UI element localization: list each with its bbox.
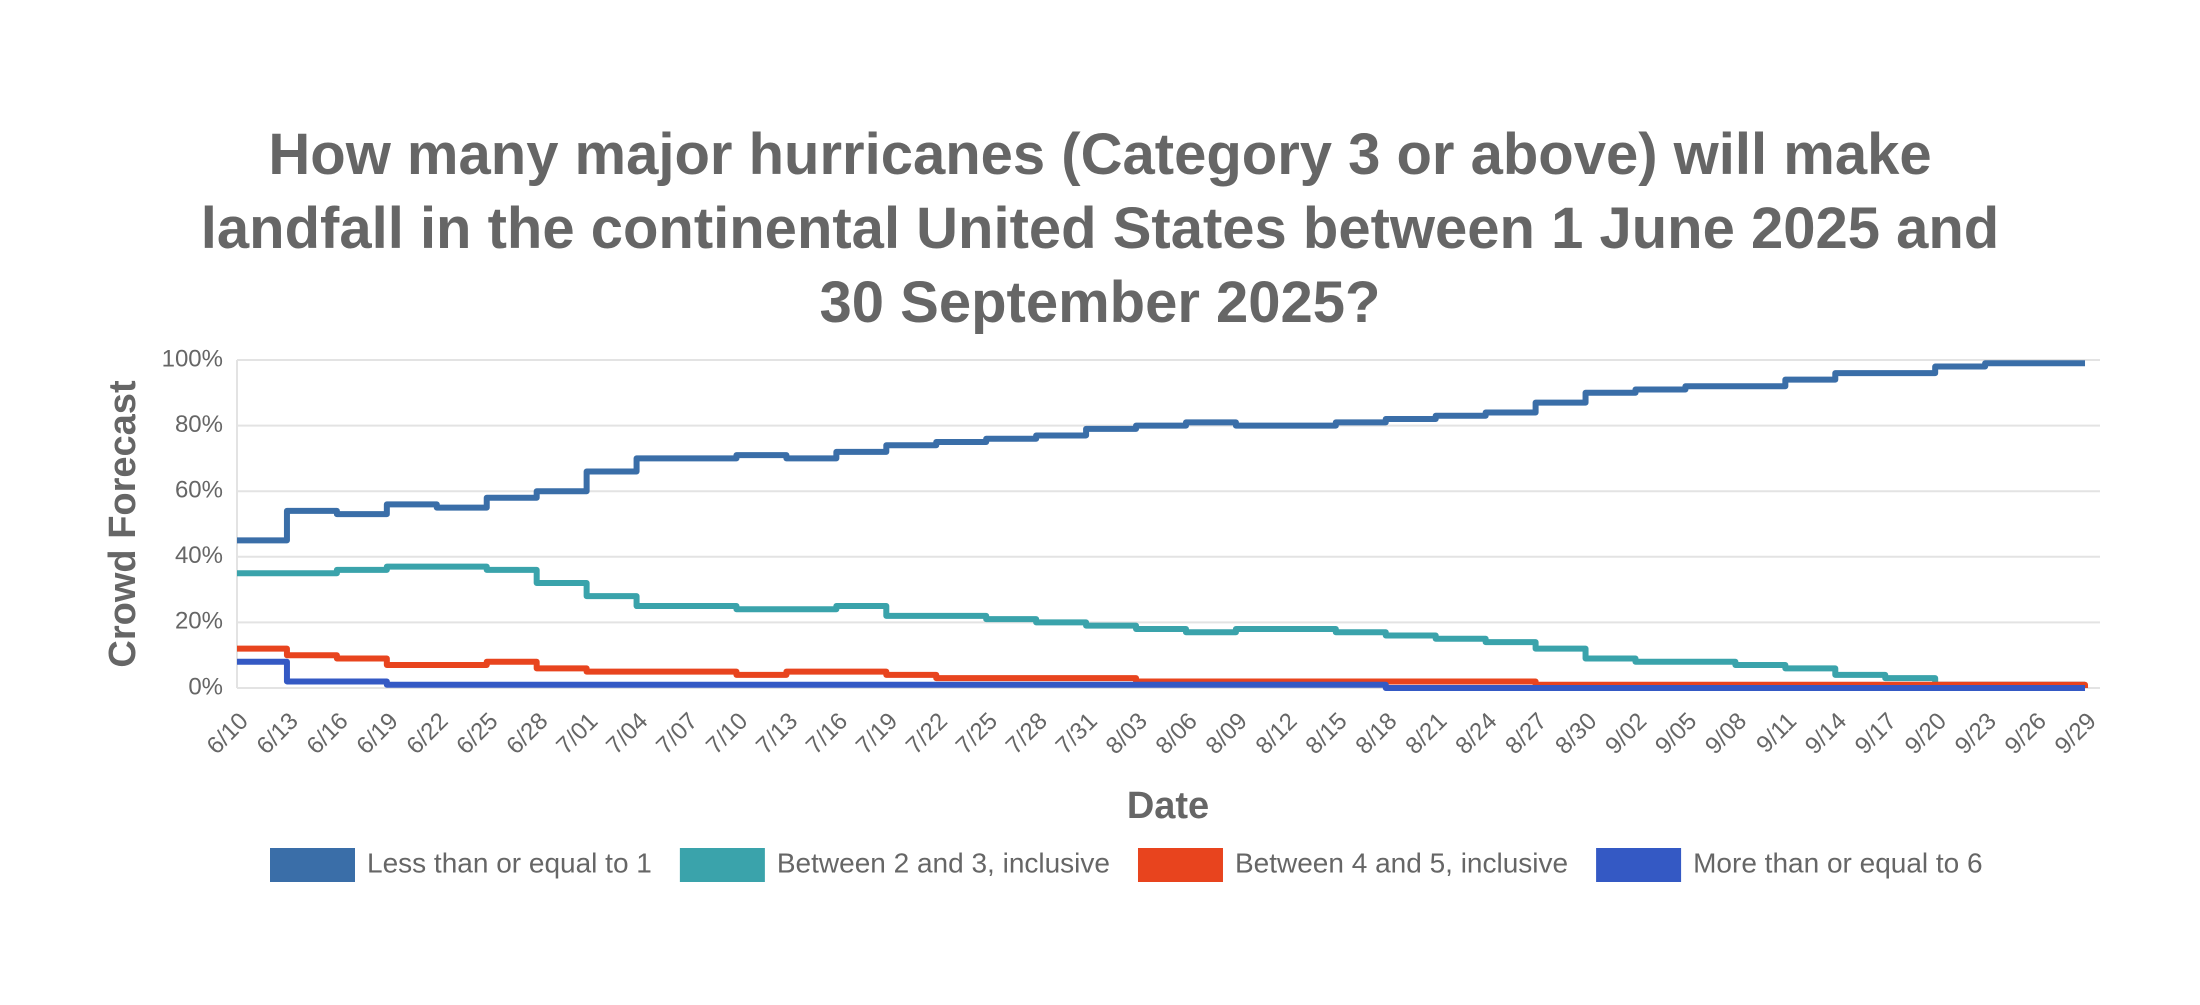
legend-label[interactable]: Less than or equal to 1 xyxy=(367,847,652,878)
y-tick-label: 100% xyxy=(162,345,223,372)
x-tick-label: 9/05 xyxy=(1650,708,1702,760)
x-tick-label: 9/11 xyxy=(1751,708,1802,759)
x-tick-label: 7/22 xyxy=(901,708,953,760)
x-tick-label: 7/28 xyxy=(1001,708,1053,760)
x-tick-label: 9/20 xyxy=(1900,708,1952,760)
y-tick-label: 80% xyxy=(175,411,223,438)
legend-swatch[interactable] xyxy=(1137,848,1223,882)
legend-label[interactable]: More than or equal to 6 xyxy=(1693,847,1983,878)
x-tick-label: 8/18 xyxy=(1350,708,1402,760)
series-line xyxy=(237,645,2089,688)
x-tick-label: 8/12 xyxy=(1250,708,1302,760)
y-tick-label: 0% xyxy=(188,673,223,700)
x-tick-label: 7/31 xyxy=(1051,708,1103,760)
series-line xyxy=(237,360,2086,544)
x-tick-label: 9/26 xyxy=(2000,708,2052,760)
x-tick-label: 9/08 xyxy=(1700,708,1752,760)
y-axis-label: Crowd Forecast xyxy=(102,380,144,668)
series-line xyxy=(237,563,2086,688)
legend-swatch[interactable] xyxy=(1596,848,1682,882)
x-tick-label: 7/10 xyxy=(701,708,753,760)
x-tick-label: 7/01 xyxy=(551,708,603,760)
x-tick-label: 9/23 xyxy=(1950,708,2002,760)
x-tick-label: 8/09 xyxy=(1201,708,1253,760)
x-tick-label: 6/16 xyxy=(301,708,353,760)
x-tick-label: 6/22 xyxy=(401,708,453,760)
x-tick-label: 8/27 xyxy=(1500,708,1552,760)
x-tick-label: 6/28 xyxy=(501,708,553,760)
x-tick-label: 8/15 xyxy=(1300,708,1352,760)
x-tick-label: 7/04 xyxy=(601,708,653,760)
x-tick-label: 8/30 xyxy=(1550,708,1602,760)
x-tick-label: 9/14 xyxy=(1800,708,1852,760)
x-axis-label: Date xyxy=(1127,785,1209,827)
x-tick-label: 7/16 xyxy=(801,708,853,760)
y-tick-label: 40% xyxy=(175,542,223,569)
x-tick-label: 9/17 xyxy=(1850,708,1902,760)
legend-swatch[interactable] xyxy=(679,848,765,882)
y-tick-label: 60% xyxy=(175,477,223,504)
x-tick-label: 6/13 xyxy=(252,708,304,760)
x-tick-label: 8/03 xyxy=(1101,708,1153,760)
x-tick-label: 6/19 xyxy=(351,708,403,760)
chart-title: How many major hurricanes (Category 3 or… xyxy=(200,122,2000,335)
x-tick-label: 6/25 xyxy=(451,708,503,760)
x-tick-label: 7/07 xyxy=(651,708,703,760)
series-line xyxy=(237,658,2086,691)
x-tick-label: 7/19 xyxy=(851,708,903,760)
y-tick-label: 20% xyxy=(175,608,223,635)
x-tick-label: 9/29 xyxy=(2050,708,2102,760)
x-tick-label: 8/24 xyxy=(1450,708,1502,760)
x-tick-label: 9/02 xyxy=(1600,708,1652,760)
x-tick-label: 6/10 xyxy=(202,708,254,760)
legend-label[interactable]: Between 2 and 3, inclusive xyxy=(777,847,1110,878)
x-tick-label: 7/13 xyxy=(751,708,803,760)
x-tick-label: 7/25 xyxy=(951,708,1003,760)
x-tick-label: 8/21 xyxy=(1400,708,1452,760)
legend-label[interactable]: Between 4 and 5, inclusive xyxy=(1235,847,1568,878)
legend-swatch[interactable] xyxy=(270,848,355,882)
x-tick-label: 8/06 xyxy=(1151,708,1203,760)
